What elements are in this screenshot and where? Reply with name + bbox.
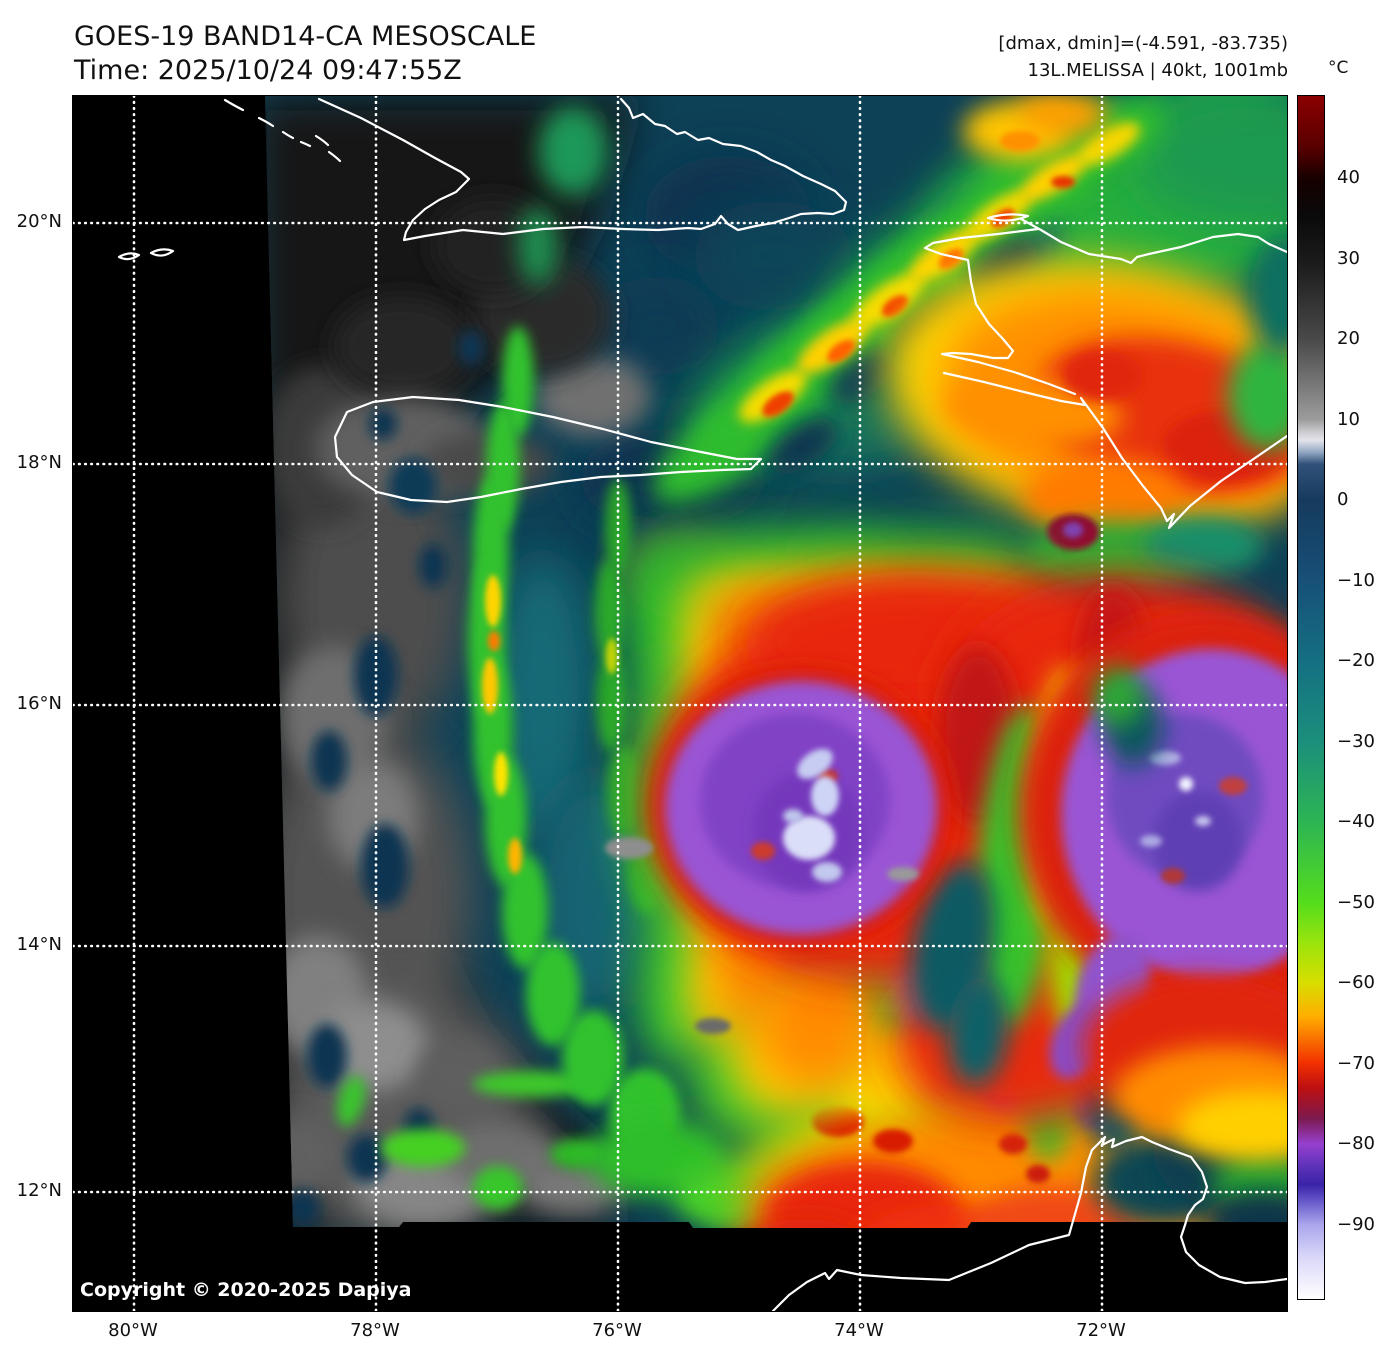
satellite-data-swath xyxy=(265,96,1287,1228)
satellite-map-canvas xyxy=(72,95,1288,1312)
colorbar-unit-label: °C xyxy=(1328,58,1349,78)
lon-label-76w: 76°W xyxy=(592,1320,642,1341)
coastline-south-america xyxy=(771,1135,1287,1311)
colorbar-tick: −90 xyxy=(1337,1214,1375,1235)
colorbar-tick: −40 xyxy=(1337,811,1375,832)
coastline-hispaniola-north xyxy=(1019,217,1287,265)
colorbar-tick: −30 xyxy=(1337,731,1375,752)
dmax-dmin-readout: [dmax, dmin]=(-4.591, -83.735) xyxy=(998,33,1288,54)
temperature-colorbar xyxy=(1297,95,1325,1300)
copyright-notice: Copyright © 2020-2025 Dapiya xyxy=(80,1279,412,1301)
gridlines xyxy=(73,96,1287,1311)
coastline-cayman-islands xyxy=(117,248,175,261)
product-title: GOES-19 BAND14-CA MESOSCALE xyxy=(74,21,537,52)
lat-label-14n: 14°N xyxy=(16,934,62,955)
storm-info: 13L.MELISSA | 40kt, 1001mb xyxy=(1027,60,1289,81)
lon-label-74w: 74°W xyxy=(834,1320,884,1341)
coastline-haiti-west xyxy=(923,227,1077,396)
coastline-tortuga xyxy=(986,213,1030,222)
lat-label-20n: 20°N xyxy=(16,211,62,232)
colorbar-tick: 10 xyxy=(1337,409,1360,430)
colorbar-tick: −50 xyxy=(1337,892,1375,913)
coastline-tiburon-south xyxy=(942,371,1287,530)
colorbar-tick: −70 xyxy=(1337,1053,1375,1074)
convective-band-north xyxy=(653,96,1287,504)
colorbar-tick: 0 xyxy=(1337,489,1349,510)
hurricane-melissa-core xyxy=(623,526,1287,1161)
warm-gray-overlay-patches xyxy=(605,837,919,1034)
hispaniola-warm-tops xyxy=(885,236,1287,591)
timestamp: Time: 2025/10/24 09:47:55Z xyxy=(74,55,462,86)
coastline-jamaica xyxy=(333,395,763,504)
colorbar-tick: −80 xyxy=(1337,1133,1375,1154)
coastline-cuba xyxy=(317,97,848,242)
lat-label-16n: 16°N xyxy=(16,693,62,714)
info-block: [dmax, dmin]=(-4.591, -83.735) 13L.MELIS… xyxy=(998,30,1288,84)
colorbar-tick: −20 xyxy=(1337,650,1375,671)
lon-label-80w: 80°W xyxy=(108,1320,158,1341)
lat-label-18n: 18°N xyxy=(16,452,62,473)
satellite-image xyxy=(73,96,1287,1311)
title-block: GOES-19 BAND14-CA MESOSCALE Time: 2025/1… xyxy=(74,20,536,88)
colorbar-tick: 20 xyxy=(1337,328,1360,349)
colorbar-tick: −60 xyxy=(1337,972,1375,993)
colorbar-tick: −10 xyxy=(1337,570,1375,591)
colorbar-tick: 30 xyxy=(1337,248,1360,269)
lon-label-72w: 72°W xyxy=(1076,1320,1126,1341)
lat-label-12n: 12°N xyxy=(16,1180,62,1201)
coastline-cuban-cays xyxy=(223,98,342,163)
colorbar-tick: 40 xyxy=(1337,167,1360,188)
lon-label-78w: 78°W xyxy=(350,1320,400,1341)
coastlines xyxy=(117,97,1287,1311)
